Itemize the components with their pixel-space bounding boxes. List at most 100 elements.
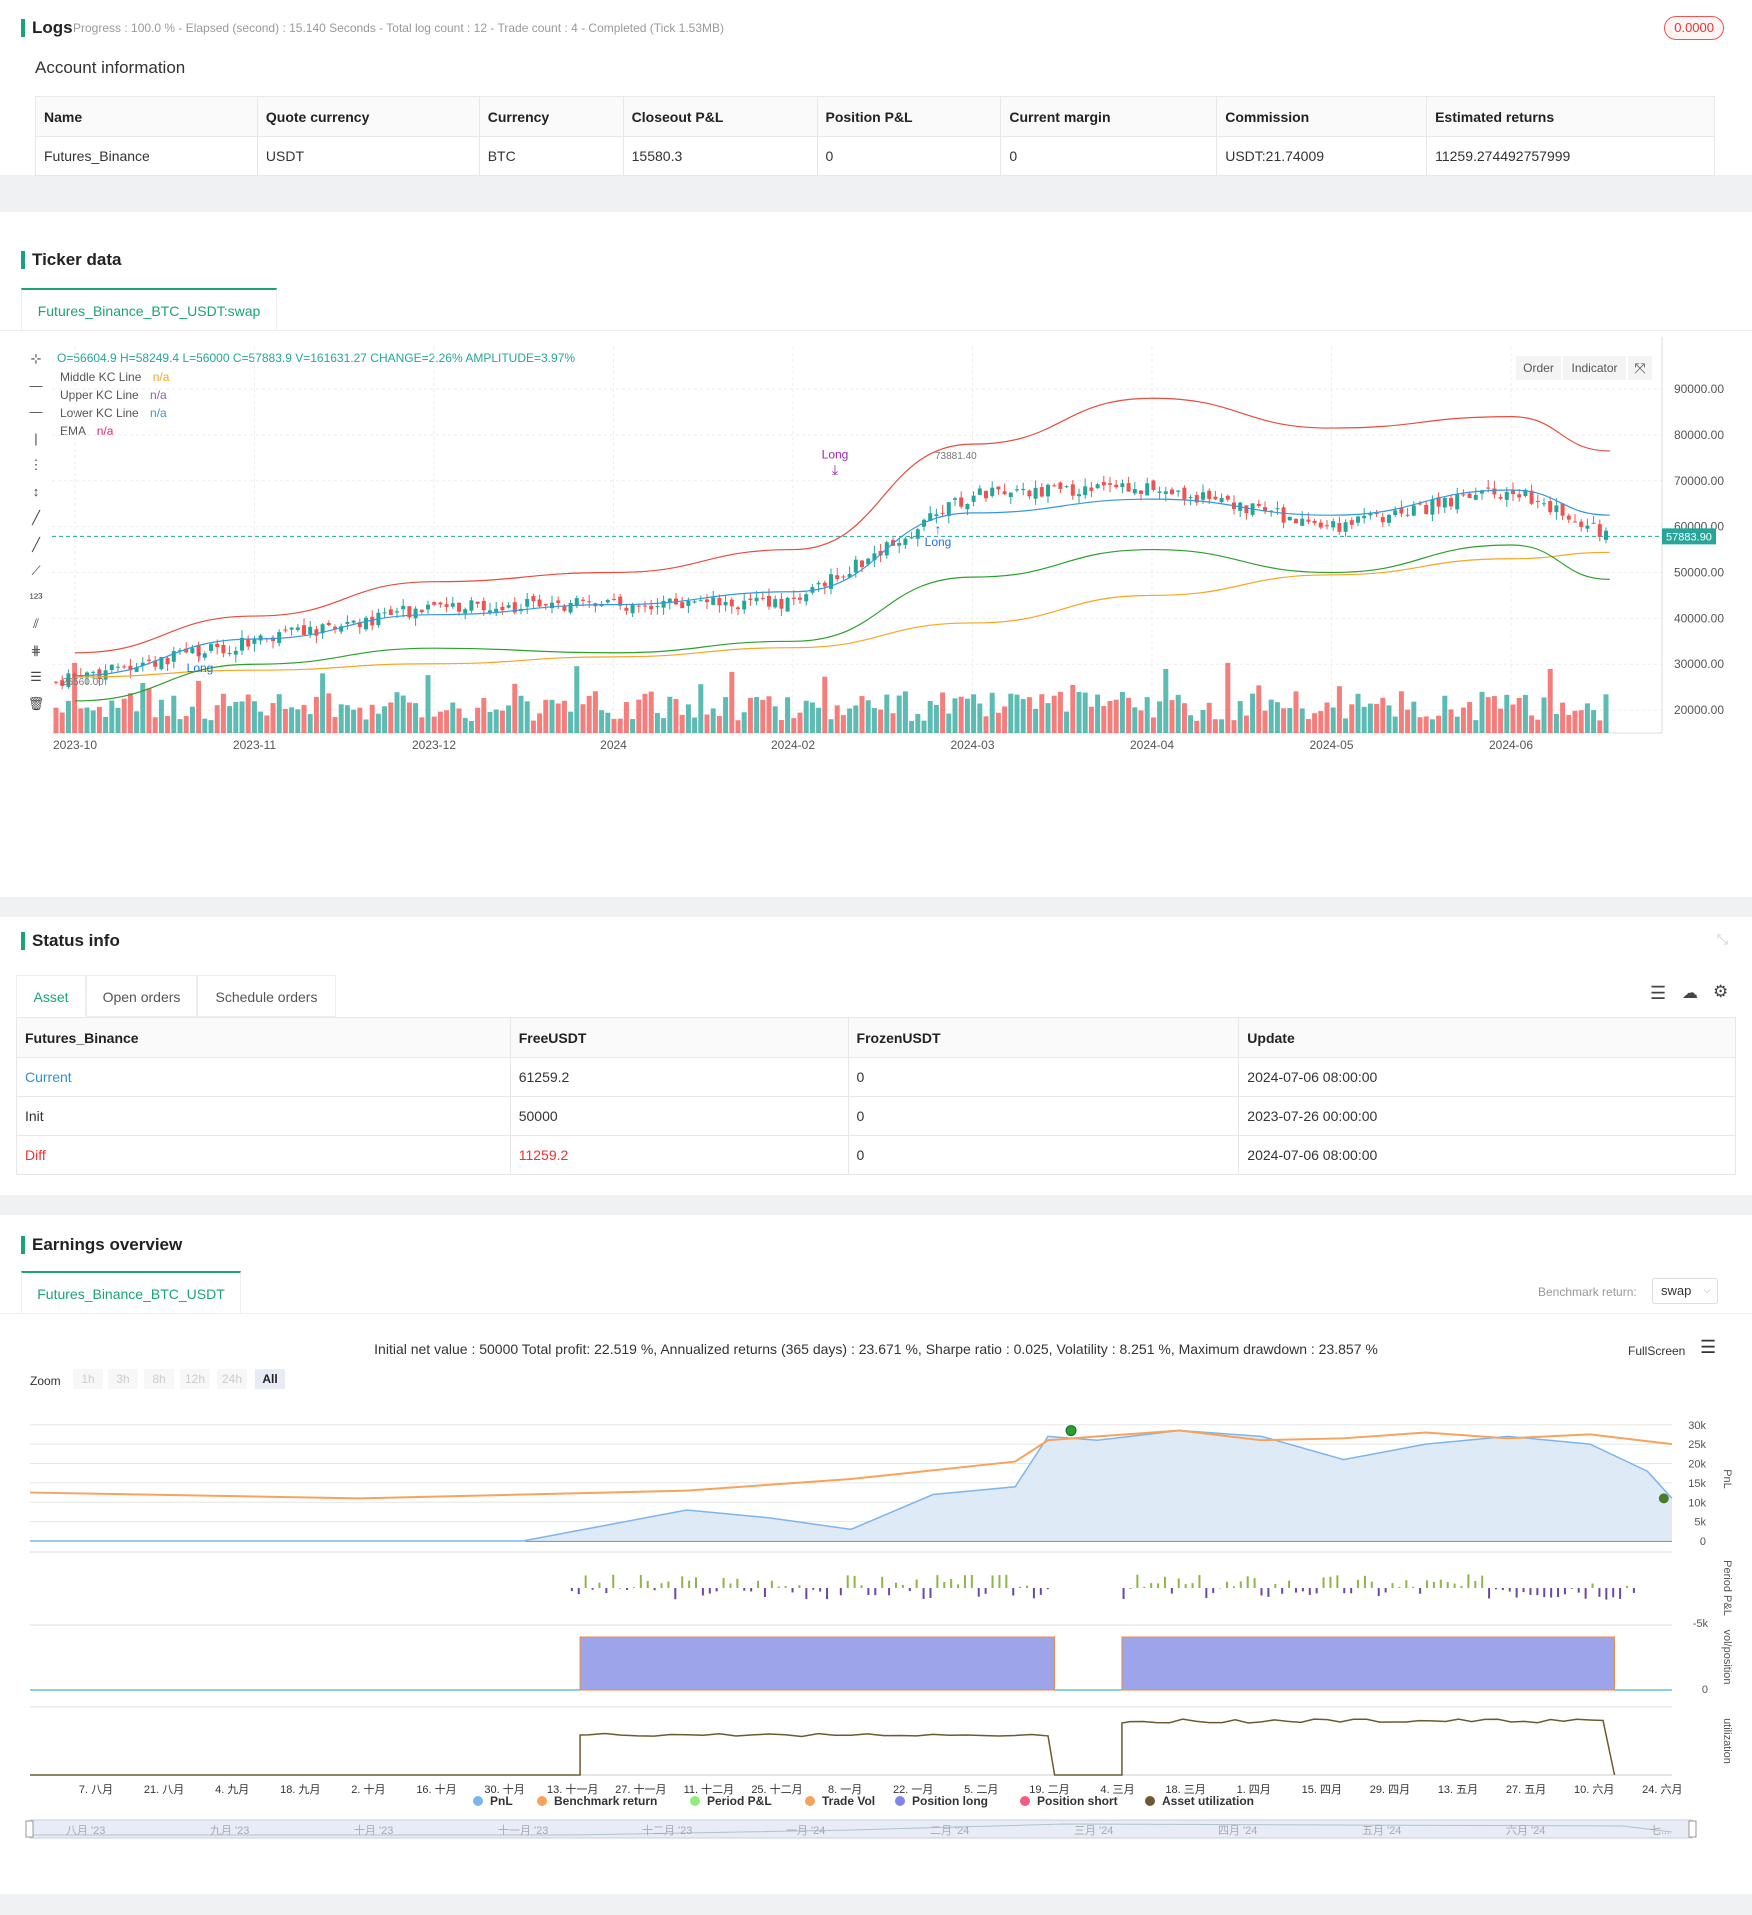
candle-body <box>1176 491 1180 492</box>
period-pnl-bar <box>1426 1580 1428 1588</box>
candle-body <box>500 607 504 610</box>
candle-body <box>1058 483 1062 489</box>
candle-body <box>649 606 653 610</box>
volume-bar <box>401 696 406 733</box>
y-tick-label: 40000.00 <box>1674 611 1724 625</box>
period-pnl-bar <box>909 1588 911 1591</box>
zoom-button[interactable]: All <box>255 1369 285 1389</box>
period-pnl-bar <box>1474 1581 1476 1588</box>
period-pnl-bar <box>1495 1588 1497 1589</box>
candle-body <box>1220 498 1224 502</box>
settings-icon[interactable]: ⚙ <box>1713 982 1728 1002</box>
volume-bar <box>469 721 474 733</box>
asset-cell: 0 <box>848 1058 1239 1097</box>
zoom-button[interactable]: 24h <box>217 1369 247 1389</box>
period-pnl-bar <box>1626 1586 1628 1588</box>
volume-bar <box>829 719 834 733</box>
volume-bar <box>488 712 493 733</box>
candle-body <box>575 598 579 606</box>
candle-body <box>1536 501 1540 502</box>
ticker-tab[interactable]: Futures_Binance_BTC_USDT:swap <box>21 288 277 330</box>
candle-body <box>420 610 424 612</box>
collapse-icon[interactable]: ⤡ <box>1717 931 1728 948</box>
account-title: Account information <box>35 58 185 78</box>
status-tab[interactable]: Asset <box>16 975 86 1017</box>
volume-bar <box>339 704 344 733</box>
status-tab[interactable]: Open orders <box>86 975 197 1017</box>
volume-bar <box>457 708 462 733</box>
period-pnl-bar <box>1150 1583 1152 1588</box>
volume-bar <box>996 713 1001 733</box>
candle-body <box>1003 491 1007 494</box>
candle-body <box>680 602 684 608</box>
volume-bar <box>1374 704 1379 733</box>
zoom-button[interactable]: 8h <box>144 1369 174 1389</box>
account-col-header: Commission <box>1217 97 1427 137</box>
volume-bar <box>1027 697 1032 733</box>
x-tick-label: 2024-02 <box>771 738 815 752</box>
candle-body <box>1585 526 1589 529</box>
x-tick-label: 7. 八月 <box>79 1784 113 1796</box>
x-tick-label: 2024-04 <box>1130 738 1174 752</box>
candle-body <box>1294 519 1298 523</box>
candle-body <box>1474 495 1478 500</box>
zoom-button[interactable]: 12h <box>180 1369 210 1389</box>
volume-bar <box>612 719 617 733</box>
candle-body <box>910 537 914 538</box>
legend-label: Position short <box>1037 1794 1118 1808</box>
candle-body <box>469 600 473 610</box>
cloud-download-icon[interactable]: ☁ <box>1682 983 1698 1003</box>
y-tick-label: 20k <box>1688 1459 1706 1471</box>
x-tick-label: 2024 <box>600 738 627 752</box>
candle-body <box>978 488 982 494</box>
period-pnl-bar <box>1419 1588 1421 1594</box>
navigator-label: 四月 '24 <box>1218 1825 1257 1837</box>
benchmark-select[interactable]: swap⌵ <box>1652 1278 1718 1304</box>
volume-bar <box>1492 696 1497 733</box>
volume-bar <box>742 712 747 733</box>
series-line-upper-kc-line <box>75 398 1610 652</box>
period-pnl-bar <box>585 1575 587 1588</box>
status-tab[interactable]: Schedule orders <box>197 975 336 1017</box>
period-pnl-bar <box>1274 1584 1276 1588</box>
volume-bar <box>1325 702 1330 733</box>
candle-body <box>1226 496 1230 500</box>
period-pnl-bar <box>1578 1588 1580 1593</box>
period-pnl-bar <box>1226 1582 1228 1588</box>
volume-bar <box>500 711 505 733</box>
zoom-button[interactable]: 3h <box>108 1369 138 1389</box>
candle-body <box>655 606 659 607</box>
candle-body <box>438 603 442 605</box>
candle-body <box>773 599 777 607</box>
fullscreen-button[interactable]: FullScreen <box>1628 1344 1685 1358</box>
volume-bar <box>1585 703 1590 733</box>
period-pnl-bar <box>709 1588 711 1594</box>
legend-swatch <box>690 1796 700 1806</box>
zoom-button[interactable]: 1h <box>73 1369 103 1389</box>
candle-body <box>364 618 368 630</box>
period-pnl-bar <box>716 1588 718 1591</box>
earnings-tab[interactable]: Futures_Binance_BTC_USDT <box>21 1271 241 1313</box>
period-pnl-bar <box>1254 1578 1256 1588</box>
candle-body <box>1164 491 1168 494</box>
period-pnl-bar <box>750 1588 752 1591</box>
low-price-label: 26560.00 <box>62 677 104 688</box>
earnings-panel: Earnings overview Futures_Binance_BTC_US… <box>0 1215 1752 1894</box>
volume-bar <box>599 710 604 733</box>
candle-body <box>1040 487 1044 496</box>
candle-body <box>147 660 151 661</box>
menu-icon[interactable]: ☰ <box>1700 1337 1716 1358</box>
navigator-handle-left <box>26 1821 33 1837</box>
volume-bar <box>1021 699 1026 733</box>
volume-bar <box>419 717 424 733</box>
y-tick-label: 0 <box>1700 1536 1706 1548</box>
list-icon[interactable]: ☰ <box>1650 983 1666 1004</box>
volume-bar <box>54 708 59 733</box>
volume-bar <box>1535 720 1540 733</box>
candle-body <box>1009 493 1013 498</box>
volume-bar <box>785 697 790 733</box>
candle-body <box>556 600 560 602</box>
candle-body <box>457 603 461 612</box>
period-pnl-bar <box>1412 1587 1414 1588</box>
period-pnl-bar <box>998 1575 1000 1588</box>
